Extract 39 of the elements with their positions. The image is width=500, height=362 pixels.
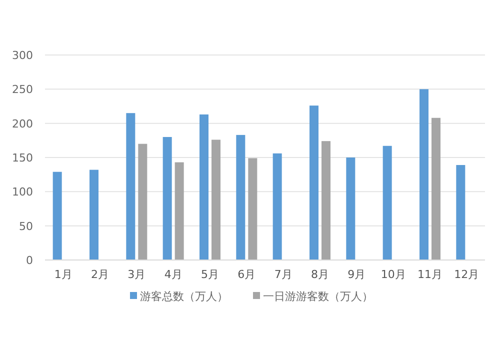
x-tick-label: 3月 <box>128 268 146 281</box>
bar <box>322 141 330 260</box>
bar <box>212 140 220 260</box>
x-tick-label: 11月 <box>418 268 442 281</box>
bar <box>420 89 428 260</box>
bar <box>138 144 148 260</box>
y-tick-label: 50 <box>19 220 33 233</box>
bar <box>200 114 208 260</box>
bar <box>346 158 356 260</box>
x-tick-label: 10月 <box>380 268 406 281</box>
bar <box>52 172 62 260</box>
bar <box>90 170 98 260</box>
bar <box>272 153 282 260</box>
x-tick-label: 6月 <box>238 268 256 281</box>
legend-label: 一日游游客数（万人） <box>263 290 373 303</box>
y-tick-label: 150 <box>12 152 33 164</box>
legend-label: 游客总数（万人） <box>140 290 228 303</box>
bar <box>126 113 136 260</box>
bar <box>310 106 318 260</box>
x-tick-label: 5月 <box>201 268 219 281</box>
y-tick-label: 250 <box>12 83 33 96</box>
x-tick-label: 1月 <box>54 268 72 281</box>
bar <box>382 146 392 260</box>
bar <box>456 165 466 260</box>
bar <box>174 162 184 260</box>
x-tick-label: 4月 <box>164 268 182 281</box>
y-tick-label: 200 <box>12 117 33 130</box>
bar <box>162 137 172 260</box>
y-tick-label: 100 <box>12 186 33 199</box>
x-tick-label: 7月 <box>274 268 292 281</box>
y-tick-label: 0 <box>26 254 33 267</box>
y-tick-label: 300 <box>12 49 33 62</box>
bar <box>248 158 258 260</box>
x-tick-label: 8月 <box>311 268 329 281</box>
x-tick-label: 2月 <box>91 268 109 281</box>
bar <box>432 118 440 260</box>
x-tick-label: 9月 <box>348 268 366 281</box>
x-tick-label: 12月 <box>454 268 480 281</box>
bar <box>236 134 246 260</box>
